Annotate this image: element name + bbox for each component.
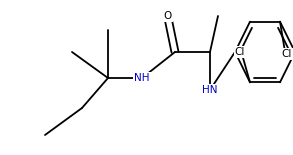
Text: Cl: Cl — [235, 47, 245, 57]
Text: NH: NH — [134, 73, 150, 83]
Text: Cl: Cl — [282, 49, 292, 59]
Text: O: O — [164, 11, 172, 21]
Text: HN: HN — [202, 85, 218, 95]
